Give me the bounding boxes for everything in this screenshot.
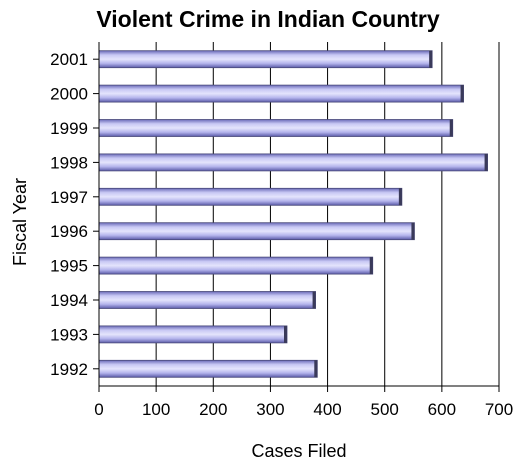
bar-1994 [98, 291, 316, 309]
bar-end-cap [460, 85, 464, 103]
bar-1992 [98, 359, 318, 378]
y-tick-label: 1996 [50, 222, 88, 241]
bar-2000 [98, 84, 464, 103]
x-tick-label: 0 [94, 400, 103, 419]
x-tick-label: 300 [256, 400, 284, 419]
y-axis-label: Fiscal Year [10, 178, 30, 266]
y-tick-label: 2000 [50, 85, 88, 104]
y-tick-label: 1993 [50, 325, 88, 344]
x-tick-label: 700 [485, 400, 513, 419]
bar-1996 [98, 222, 415, 241]
y-tick-label: 2001 [50, 50, 88, 69]
bar-1995 [98, 256, 374, 275]
x-tick-label: 100 [142, 400, 170, 419]
chart-title: Violent Crime in Indian Country [96, 6, 440, 32]
bar-end-cap [369, 257, 373, 275]
y-tick-label: 1992 [50, 360, 88, 379]
y-tick-label: 1995 [50, 257, 88, 276]
bar-end-cap [449, 119, 453, 137]
bar-1998 [98, 153, 488, 172]
bar-end-cap [314, 360, 318, 378]
x-tick-label: 200 [199, 400, 227, 419]
bar-1997 [98, 187, 403, 206]
y-tick-label: 1994 [50, 291, 88, 310]
bar-1993 [98, 325, 288, 344]
bar-end-cap [284, 325, 287, 343]
y-tick-label: 1999 [50, 119, 88, 138]
x-tick-label: 400 [313, 400, 341, 419]
bar-2001 [98, 50, 433, 69]
x-tick-label: 500 [371, 400, 399, 419]
bar-end-cap [429, 50, 433, 68]
x-axis-label: Cases Filed [251, 441, 346, 460]
y-tick-label: 1998 [50, 153, 88, 172]
bar-end-cap [484, 153, 488, 171]
bar-1999 [98, 119, 454, 137]
bar-end-cap [398, 188, 402, 206]
y-tick-label: 1997 [50, 188, 88, 207]
bar-end-cap [312, 291, 316, 309]
bar-end-cap [411, 222, 415, 240]
x-tick-label: 600 [428, 400, 456, 419]
